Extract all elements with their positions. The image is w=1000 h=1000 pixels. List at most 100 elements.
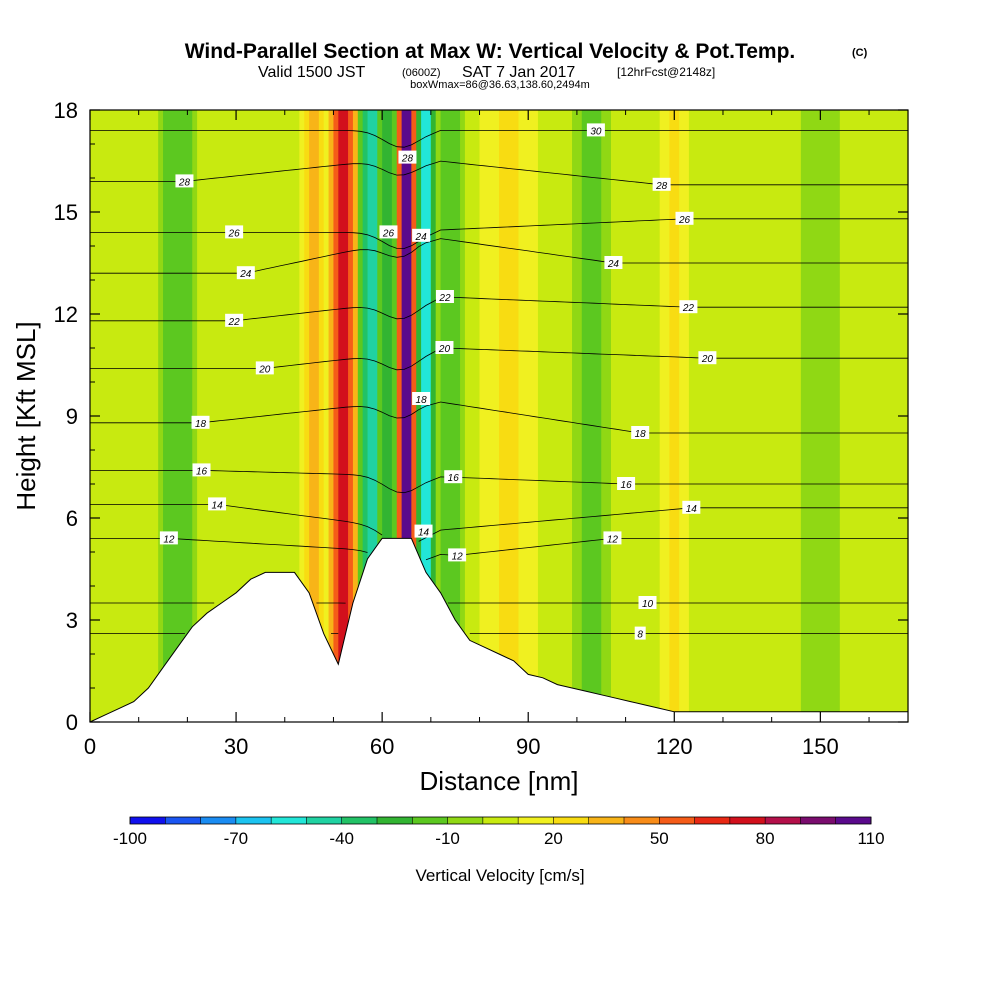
contour-label-text: 10 (642, 599, 654, 610)
velocity-column (425, 110, 432, 722)
velocity-column (401, 110, 408, 722)
contour-label-text: 22 (228, 317, 241, 328)
contour-label-text: 22 (438, 293, 451, 304)
contour-label-text: 24 (415, 232, 428, 243)
contour-label-text: 14 (686, 504, 698, 515)
velocity-column (781, 110, 787, 722)
velocity-column (732, 110, 739, 722)
velocity-column (240, 110, 247, 722)
colorbar-ticks: -100 -70 -40 -10 20 50 80 110 (113, 817, 885, 848)
valid-time: Valid 1500 JST (258, 64, 366, 81)
velocity-column (357, 110, 364, 722)
velocity-column (752, 110, 758, 722)
contour-label: 24 (412, 228, 431, 243)
velocity-column (810, 110, 817, 722)
velocity-column (377, 110, 383, 722)
velocity-column (450, 110, 456, 722)
velocity-column (270, 110, 276, 722)
velocity-column (601, 110, 607, 722)
velocity-column (211, 110, 218, 722)
colorbar-cell (165, 817, 201, 824)
velocity-column (688, 110, 695, 722)
contour-label-text: 26 (228, 228, 241, 239)
velocity-column (562, 110, 568, 722)
contour-label-text: 26 (678, 215, 691, 226)
velocity-column (109, 110, 115, 722)
velocity-column (523, 110, 529, 722)
contour-label: 18 (631, 426, 650, 440)
velocity-column (805, 110, 812, 722)
velocity-column (430, 110, 437, 722)
contour-label: 26 (225, 225, 244, 239)
velocity-column (567, 110, 573, 722)
contour-label-text: 30 (590, 126, 602, 137)
x-tick-label: 120 (656, 734, 693, 759)
velocity-column (163, 110, 169, 722)
velocity-column (572, 110, 578, 722)
velocity-column (440, 110, 447, 722)
velocity-column (654, 110, 661, 722)
plot-area: 8 10 12 12 12 14 14 14 16 16 16 18 18 18 20 20 20 22 22 22 2… (11, 98, 909, 796)
velocity-column (245, 110, 252, 722)
velocity-column (206, 110, 213, 722)
velocity-column (343, 110, 349, 722)
velocity-column (630, 110, 636, 722)
colorbar-cell (518, 817, 554, 824)
colorbar: -100 -70 -40 -10 20 50 80 110 Vertical Velocity… (113, 816, 885, 885)
velocity-column (518, 110, 524, 722)
velocity-column (494, 110, 500, 722)
velocity-column (484, 110, 490, 722)
velocity-column (854, 110, 860, 722)
contour-label: 20 (435, 341, 454, 355)
contour-label: 16 (192, 463, 211, 477)
velocity-column (323, 110, 330, 722)
colorbar-cell (800, 817, 837, 824)
contour-label-text: 16 (196, 466, 208, 477)
velocity-column (820, 110, 826, 722)
velocity-column (645, 110, 651, 722)
x-tick-label: 30 (224, 734, 248, 759)
colorbar-cell (447, 817, 484, 824)
contour-label: 22 (435, 290, 454, 304)
velocity-column (348, 110, 354, 722)
colorbar-cell (271, 817, 307, 824)
velocity-column (479, 110, 485, 722)
colorbar-cell (306, 817, 343, 824)
velocity-column (620, 110, 627, 722)
colorbar-cell (765, 817, 801, 824)
valid-utc: (0600Z) (402, 67, 441, 79)
velocity-column (275, 110, 281, 722)
y-tick-label: 3 (66, 608, 78, 633)
colorbar-cell (200, 817, 237, 824)
contour-label: 26 (379, 225, 398, 239)
velocity-column (586, 110, 593, 722)
velocity-column (669, 110, 675, 722)
copyright-mark: (C) (852, 47, 868, 59)
velocity-column (138, 110, 145, 722)
contour-label-text: 20 (438, 344, 451, 355)
velocity-column (761, 110, 768, 722)
velocity-column (698, 110, 705, 722)
x-tick-label: 150 (802, 734, 839, 759)
velocity-column (167, 110, 174, 722)
velocity-column (177, 110, 184, 722)
potential-temperature-contours (90, 130, 908, 634)
velocity-column (757, 110, 763, 722)
velocity-column (552, 110, 559, 722)
velocity-column (372, 110, 378, 722)
velocity-column (596, 110, 602, 722)
velocity-field (90, 110, 909, 722)
contour-label-text: 28 (178, 177, 191, 188)
velocity-column (844, 110, 851, 722)
velocity-column (649, 110, 656, 722)
velocity-column (236, 110, 242, 722)
velocity-column (289, 110, 296, 722)
velocity-column (893, 110, 899, 722)
velocity-column (187, 110, 193, 722)
velocity-column (615, 110, 622, 722)
contour-label-text: 8 (637, 630, 643, 641)
box-info: boxWmax=86@36.63,138.60,2494m (410, 79, 590, 91)
colorbar-cell (377, 817, 413, 824)
colorbar-cells (129, 816, 872, 825)
